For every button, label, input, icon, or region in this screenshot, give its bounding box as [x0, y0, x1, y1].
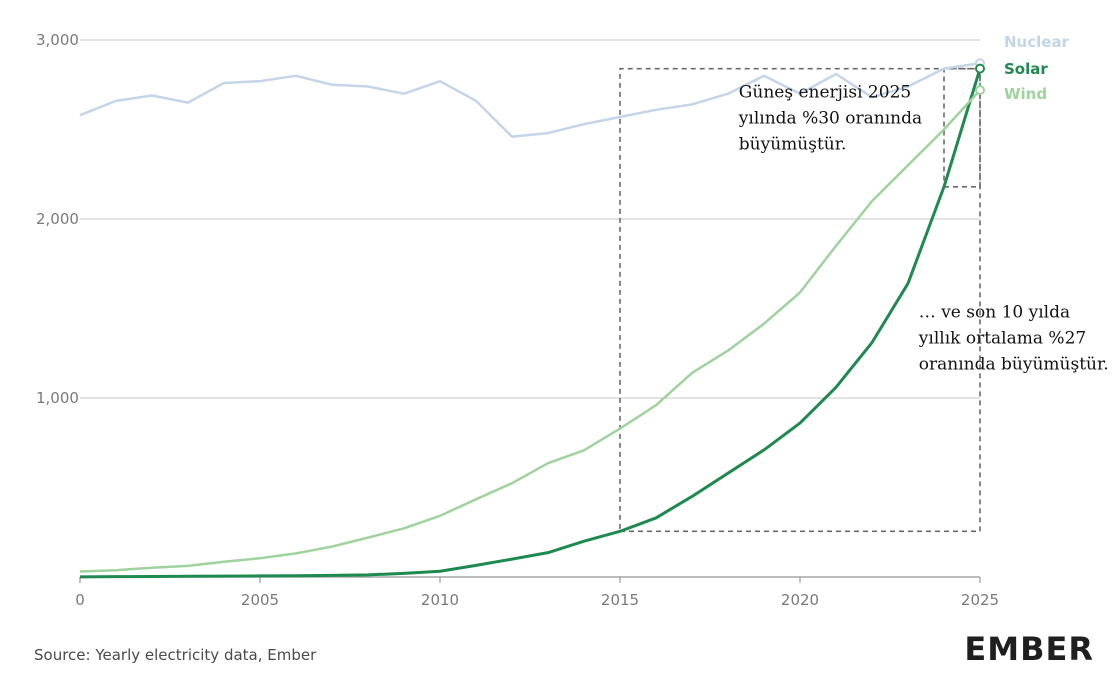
annotations: Güneş enerjisi 2025 yılında %30 oranında b… — [738, 82, 1109, 374]
series-line-solar — [79, 68, 982, 579]
end-marker-solar — [975, 63, 985, 74]
annotation-1-line-0: … ve son 10 yılda — [919, 302, 1070, 322]
legend-label-nuclear: Nuclear — [1004, 33, 1070, 51]
legend: Nuclear Solar Wind — [1004, 33, 1070, 103]
series-lines — [79, 58, 985, 579]
x-tick-label-0: 0 — [75, 591, 85, 609]
x-tick-label-1: 2005 — [241, 591, 279, 609]
y-tick-label-1: 1,000 — [36, 389, 79, 407]
annotation-0-line-0: Güneş enerjisi 2025 — [739, 82, 911, 102]
annotation-0-line-2: büyümüştür. — [739, 134, 847, 154]
ember-logo: EMBER — [964, 630, 1094, 668]
legend-label-wind: Wind — [1004, 85, 1047, 103]
series-line-wind — [79, 89, 981, 573]
legend-label-solar: Solar — [1004, 60, 1048, 78]
y-tick-label-3: 3,000 — [36, 31, 79, 49]
x-tick-label-4: 2020 — [781, 591, 819, 609]
x-tick-label-3: 2015 — [601, 591, 639, 609]
x-tick-label-2: 2010 — [421, 591, 459, 609]
x-tick-label-5: 2025 — [961, 591, 999, 609]
end-marker-wind — [975, 85, 985, 96]
annotation-1-line-1: yıllık ortalama %27 — [918, 328, 1086, 348]
axis-ticks: 1,000 2,000 3,000 0 2005 2010 2015 2020 2025 — [36, 31, 999, 609]
annotation-0-line-1: yılında %30 oranında — [738, 108, 922, 128]
source-note: Source: Yearly electricity data, Ember — [34, 646, 317, 664]
annotation-1-line-2: oranında büyümüştür. — [919, 354, 1109, 374]
y-tick-label-2: 2,000 — [36, 210, 79, 228]
line-chart: 1,000 2,000 3,000 0 2005 2010 2015 2020 2025 Nuc… — [36, 31, 1109, 609]
series-line-nuclear — [79, 62, 981, 138]
